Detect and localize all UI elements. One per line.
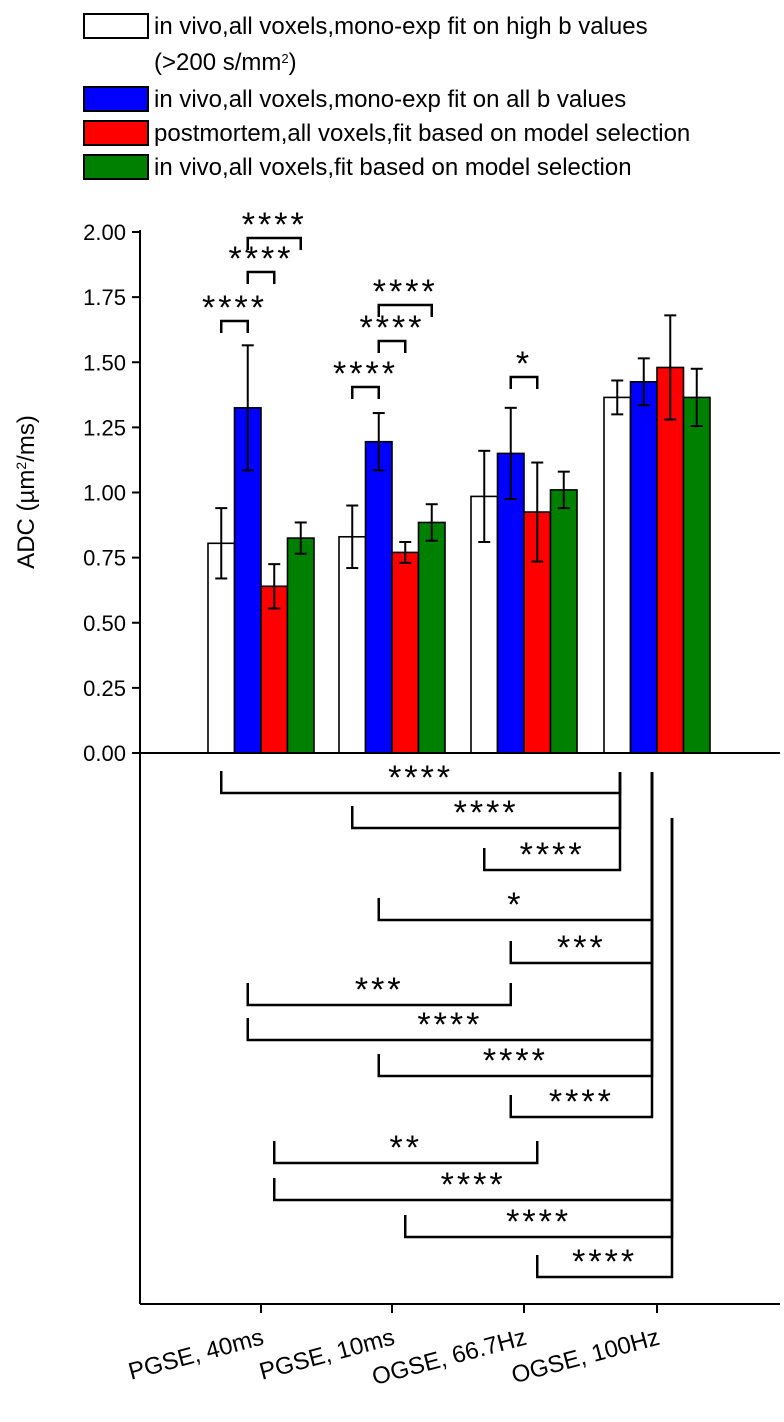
x-tick-label-2: OGSE, 66.7Hz: [369, 1324, 529, 1391]
within-bracket-0: [220, 319, 249, 333]
between-bracket-12: [536, 818, 674, 1279]
between-stars-7: ****: [483, 1042, 548, 1080]
within-bracket-6: [509, 375, 539, 389]
legend-label-0: in vivo,all voxels,mono-exp fit on high …: [154, 13, 648, 40]
within-bracket-5: [377, 303, 433, 317]
within-stars-0: ****: [202, 289, 267, 327]
within-bracket-3: [351, 385, 380, 399]
between-stars-5: ***: [355, 971, 404, 1009]
bar-s3-g3: [682, 396, 711, 754]
legend-label-0-line2-prefix: (>200 s/mm: [154, 49, 281, 76]
within-bracket-2: [246, 236, 302, 250]
within-stars-2: ****: [242, 206, 307, 244]
within-stars-4: ****: [360, 309, 425, 347]
bar-s2-g3: [656, 366, 685, 754]
significance-within-groups: *************************: [202, 206, 539, 399]
between-stars-3: *: [507, 886, 523, 924]
bar-s0-g1: [338, 535, 367, 754]
within-bracket-1: [246, 270, 276, 284]
bars-layer: [207, 366, 711, 754]
between-stars-4: ***: [557, 929, 606, 967]
y-tick-label-7: 1.75: [83, 285, 126, 310]
between-bracket-9: [273, 1141, 539, 1165]
between-stars-12: ****: [572, 1243, 637, 1281]
y-tick-label-1: 0.25: [83, 676, 126, 701]
between-stars-1: ****: [454, 794, 519, 832]
between-stars-8: ****: [549, 1083, 614, 1121]
legend-label-0-line2-sup: 2: [281, 51, 288, 66]
legend-label-0-line2: (>200 s/mm2): [154, 49, 297, 76]
x-tick-label-0: PGSE, 40ms: [126, 1324, 267, 1386]
bar-s0-g3: [603, 396, 632, 754]
legend-swatch-1: [83, 86, 149, 112]
legend-swatch-3: [83, 154, 149, 180]
within-stars-3: ****: [333, 355, 398, 393]
within-stars-5: ****: [373, 273, 438, 311]
bar-s3-g1: [417, 521, 446, 754]
legend-label-1: in vivo,all voxels,mono-exp fit on all b…: [154, 86, 626, 113]
plot-area: 0.00 0.25 0.50 0.75 1.00 1.25 1.50 1.75 2.00 PGSE…: [83, 206, 780, 1391]
legend: in vivo,all voxels,mono-exp fit on high …: [83, 13, 690, 181]
between-bracket-5: [246, 983, 512, 1007]
y-tick-label-4: 1.00: [83, 481, 126, 506]
bar-s2-g0: [260, 585, 289, 754]
between-stars-2: ****: [520, 836, 585, 874]
y-axis-label-suffix: /ms): [13, 415, 40, 462]
within-bracket-4: [377, 339, 407, 353]
y-axis-label-sup: 2: [13, 462, 29, 470]
legend-label-2: postmortem,all voxels,fit based on model…: [154, 120, 690, 147]
between-stars-10: ****: [441, 1166, 506, 1204]
x-tick-label-3: OGSE, 100Hz: [509, 1324, 663, 1389]
bar-s1-g1: [364, 440, 393, 754]
within-stars-6: *: [516, 345, 532, 383]
legend-label-0-line2-suffix: ): [289, 49, 297, 76]
y-tick-label-0: 0.00: [83, 741, 126, 766]
bar-s3-g2: [549, 489, 578, 754]
y-tick-label-3: 0.75: [83, 546, 126, 571]
significance-between-groups: ****************************************…: [220, 759, 674, 1281]
legend-label-3: in vivo,all voxels,fit based on model se…: [154, 154, 632, 181]
bar-s3-g0: [286, 537, 315, 754]
between-stars-6: ****: [417, 1006, 482, 1044]
legend-swatch-0: [83, 13, 149, 39]
y-tick-label-2: 0.50: [83, 611, 126, 636]
between-stars-0: ****: [388, 759, 453, 797]
y-axis-label-prefix: ADC (: [13, 503, 40, 568]
legend-swatch-2: [83, 120, 149, 146]
between-bracket-2: [483, 772, 622, 872]
within-stars-1: ****: [229, 240, 294, 278]
errorbars-layer: [215, 314, 703, 610]
bar-s1-g3: [629, 380, 658, 754]
y-tick-label-5: 1.25: [83, 415, 126, 440]
y-tick-label-6: 1.50: [83, 350, 126, 375]
y-axis-label-unit: µm: [13, 470, 40, 504]
y-axis-label: ADC (µm2/ms): [13, 415, 40, 569]
bar-s2-g1: [391, 551, 420, 754]
between-stars-11: ****: [506, 1203, 571, 1241]
between-bracket-8: [509, 772, 654, 1119]
y-tick-label-8: 2.00: [83, 220, 126, 245]
between-stars-9: **: [390, 1129, 422, 1167]
between-bracket-6: [246, 772, 654, 1042]
